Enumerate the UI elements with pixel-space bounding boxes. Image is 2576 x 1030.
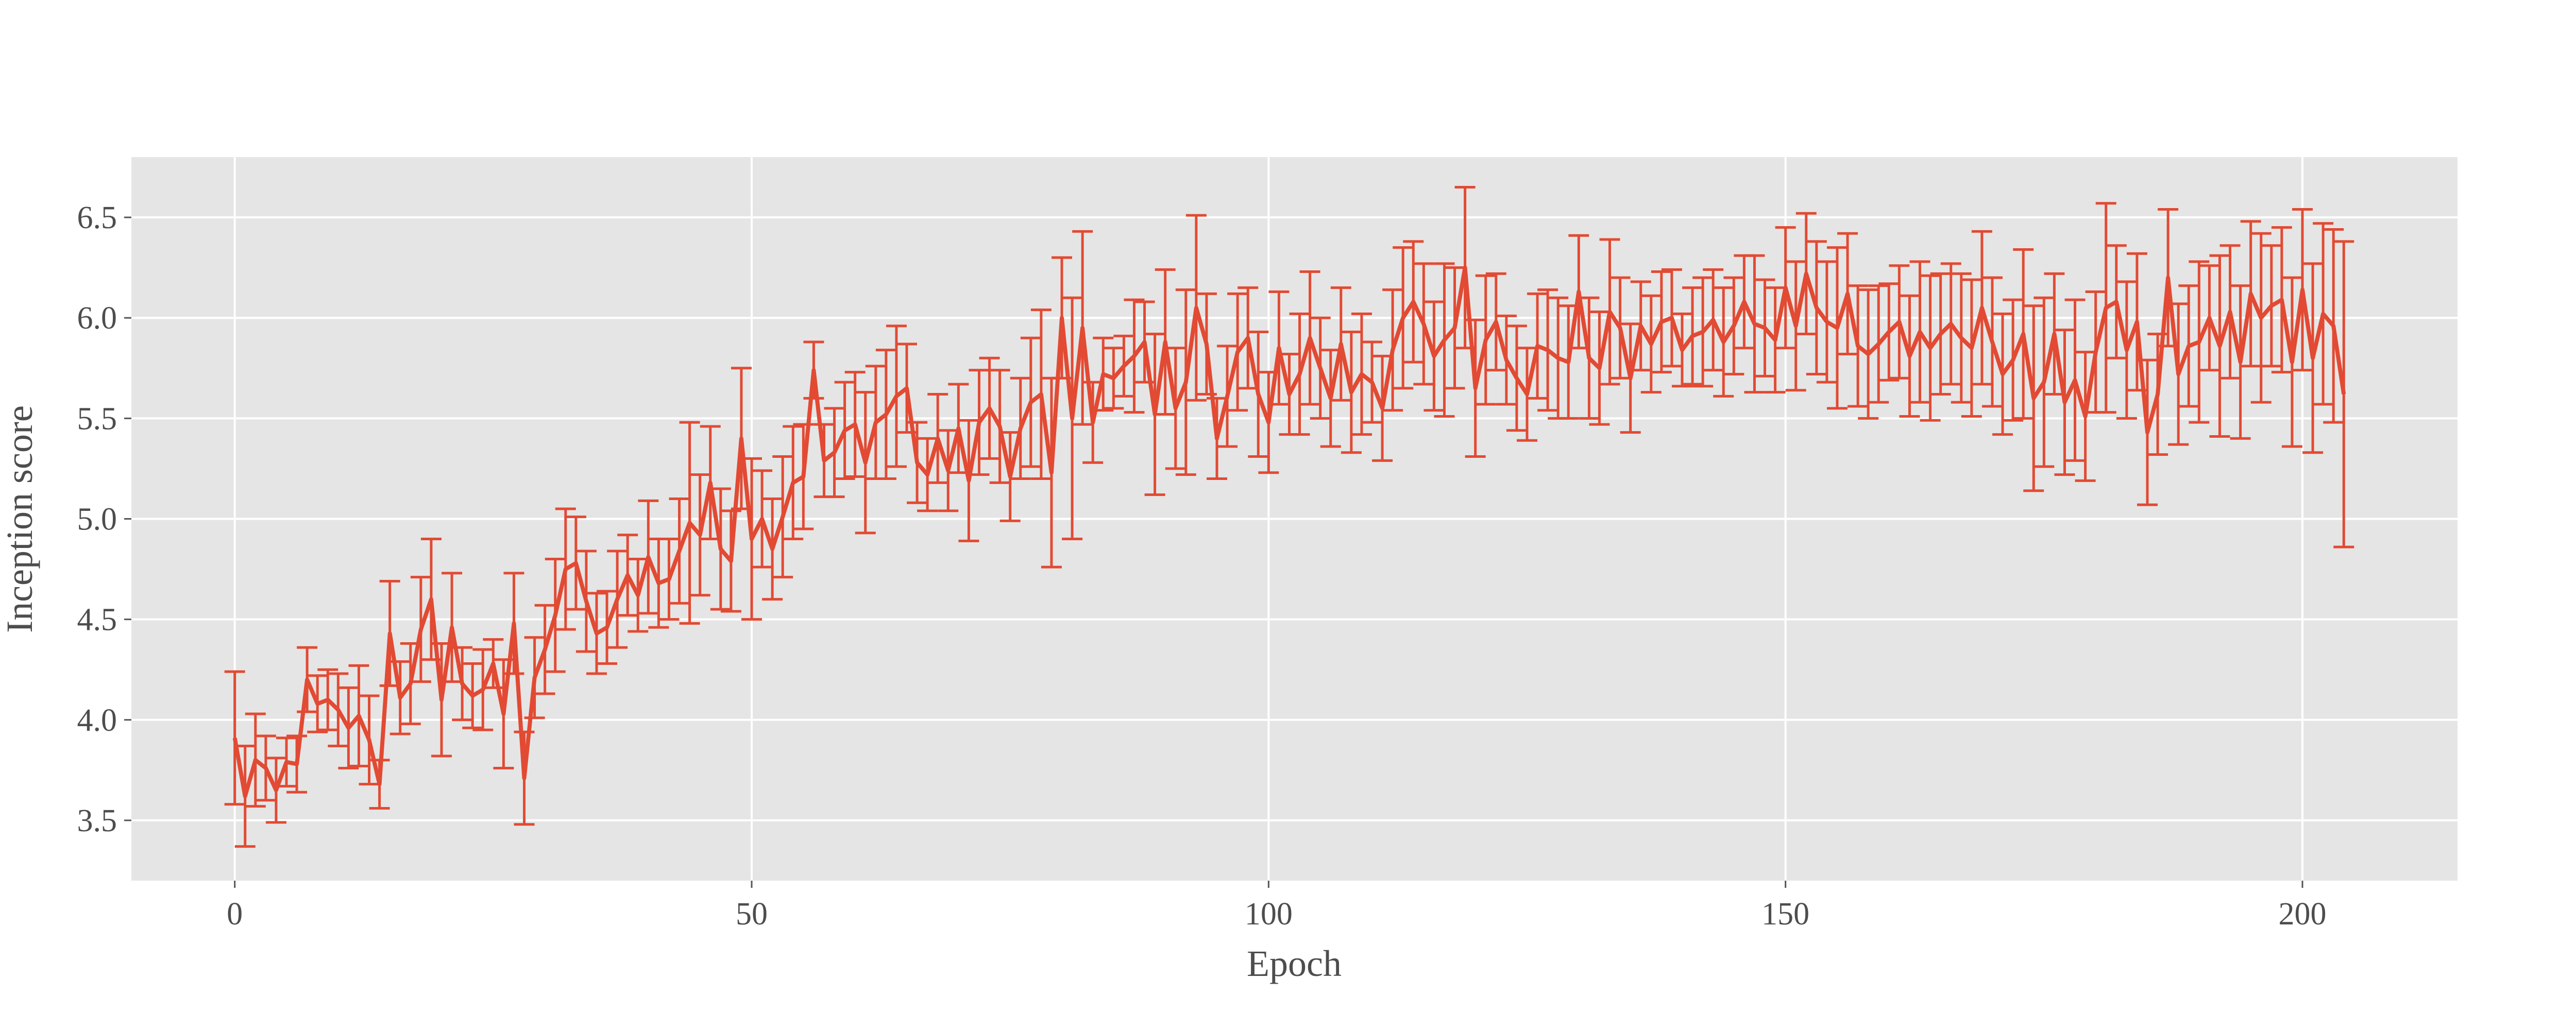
y-tick-label: 5.5 bbox=[77, 401, 117, 436]
error-bar bbox=[224, 670, 245, 806]
y-tick-label: 5.0 bbox=[77, 502, 117, 537]
x-tick-label: 50 bbox=[736, 897, 768, 932]
x-tick-label: 100 bbox=[1245, 897, 1293, 932]
x-axis: 0 50 100 150 200 bbox=[227, 881, 2327, 932]
y-tick-label: 3.5 bbox=[77, 803, 117, 838]
y-tick-label: 4.5 bbox=[77, 603, 117, 638]
series-line-group bbox=[232, 265, 2346, 799]
error-bar bbox=[2333, 240, 2354, 548]
error-bars bbox=[224, 186, 2354, 848]
y-tick-label: 4.0 bbox=[77, 703, 117, 738]
x-tick-label: 0 bbox=[227, 897, 243, 932]
y-tick-label: 6.0 bbox=[77, 301, 117, 336]
y-axis-label: Inception score bbox=[0, 405, 40, 633]
grid bbox=[131, 157, 2458, 881]
x-axis-label: Epoch bbox=[1247, 943, 1342, 984]
y-axis: 3.5 4.0 4.5 5.0 5.5 6.0 6.5 bbox=[77, 200, 131, 838]
x-tick-label: 200 bbox=[2279, 897, 2327, 932]
y-tick-label: 6.5 bbox=[77, 200, 117, 235]
series-line bbox=[232, 265, 2346, 799]
x-tick-label: 150 bbox=[1761, 897, 1809, 932]
